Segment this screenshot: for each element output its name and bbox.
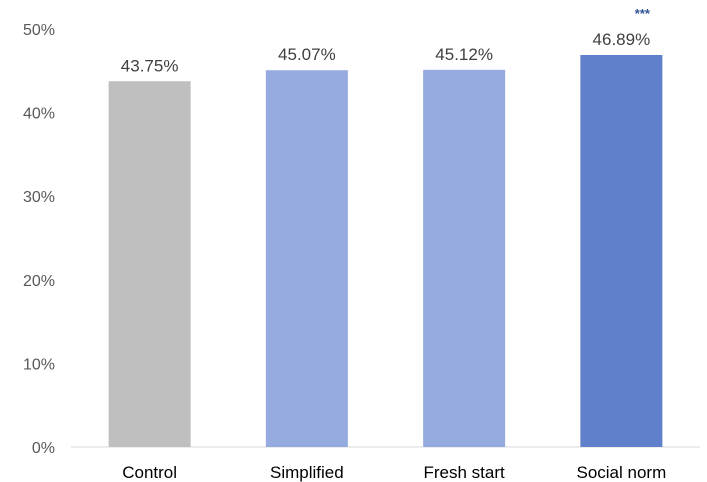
data-label: 45.07% <box>278 45 336 64</box>
data-label: 45.12% <box>435 45 493 64</box>
category-label: Social norm <box>576 463 666 482</box>
y-tick-label: 50% <box>23 22 55 39</box>
category-label: Simplified <box>270 463 344 482</box>
category-label: Control <box>122 463 177 482</box>
y-tick-label: 30% <box>23 189 55 206</box>
y-tick-label: 10% <box>23 356 55 373</box>
significance-marker: *** <box>635 6 651 21</box>
y-tick-label: 40% <box>23 106 55 123</box>
y-axis: 0% 10% 20% 30% 40% 50% <box>23 22 55 457</box>
bar-control <box>108 81 191 447</box>
category-label: Fresh start <box>424 463 506 482</box>
category-labels-group: Control Simplified Fresh start Social norm <box>122 463 666 482</box>
data-label: 46.89% <box>593 30 651 49</box>
data-label: 43.75% <box>121 56 179 75</box>
y-tick-label: 0% <box>32 440 55 457</box>
bars-group <box>108 54 663 448</box>
bar-simplified <box>265 70 348 448</box>
data-labels-group: 43.75% 45.07% 45.12% 46.89% *** <box>121 6 651 75</box>
y-tick-label: 20% <box>23 273 55 290</box>
bar-social-norm <box>580 54 663 447</box>
bar-fresh-start <box>423 69 506 447</box>
